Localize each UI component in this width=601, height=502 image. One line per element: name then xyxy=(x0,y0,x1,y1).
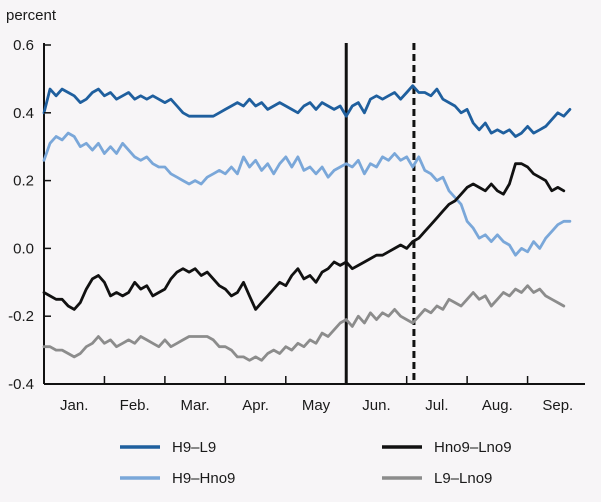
event-lines xyxy=(344,43,416,384)
y-tick-label: -0.4 xyxy=(8,376,34,393)
x-tick-label: Sep. xyxy=(542,397,573,414)
x-tick-label: Mar. xyxy=(181,397,210,414)
x-tick-label: Jan. xyxy=(60,397,88,414)
y-tick-label: 0.6 xyxy=(13,37,34,54)
x-tick-label: Jul. xyxy=(425,397,448,414)
y-axis: 0.6 0.4 0.2 0.0 -0.2 -0.4 xyxy=(8,37,51,393)
x-axis: Jan. Feb. Mar. Apr. May Jun. Jul. Aug. Sep. xyxy=(60,376,573,414)
chart-frame xyxy=(43,43,585,385)
legend-label: Hno9–Lno9 xyxy=(434,439,512,456)
x-tick-label: Aug. xyxy=(482,397,513,414)
y-axis-label: percent xyxy=(6,7,57,24)
legend-label: H9–L9 xyxy=(172,439,216,456)
series-line-3 xyxy=(42,162,566,311)
legend-label: H9–Hno9 xyxy=(172,470,235,487)
series-lines xyxy=(42,84,572,362)
x-tick-label: May xyxy=(302,397,331,414)
series-line-1 xyxy=(42,84,572,138)
x-tick-label: Jun. xyxy=(362,397,390,414)
y-tick-label: 0.2 xyxy=(13,173,34,190)
legend: H9–L9 H9–Hno9 Hno9–Lno9 L9–Lno9 xyxy=(120,439,512,487)
legend-label: L9–Lno9 xyxy=(434,470,492,487)
series-line-4 xyxy=(42,284,566,362)
y-tick-label: 0.0 xyxy=(13,240,34,257)
x-tick-label: Feb. xyxy=(120,397,150,414)
y-tick-label: 0.4 xyxy=(13,105,34,122)
y-tick-label: -0.2 xyxy=(8,308,34,325)
x-tick-label: Apr. xyxy=(242,397,269,414)
series-line-2 xyxy=(42,131,572,257)
